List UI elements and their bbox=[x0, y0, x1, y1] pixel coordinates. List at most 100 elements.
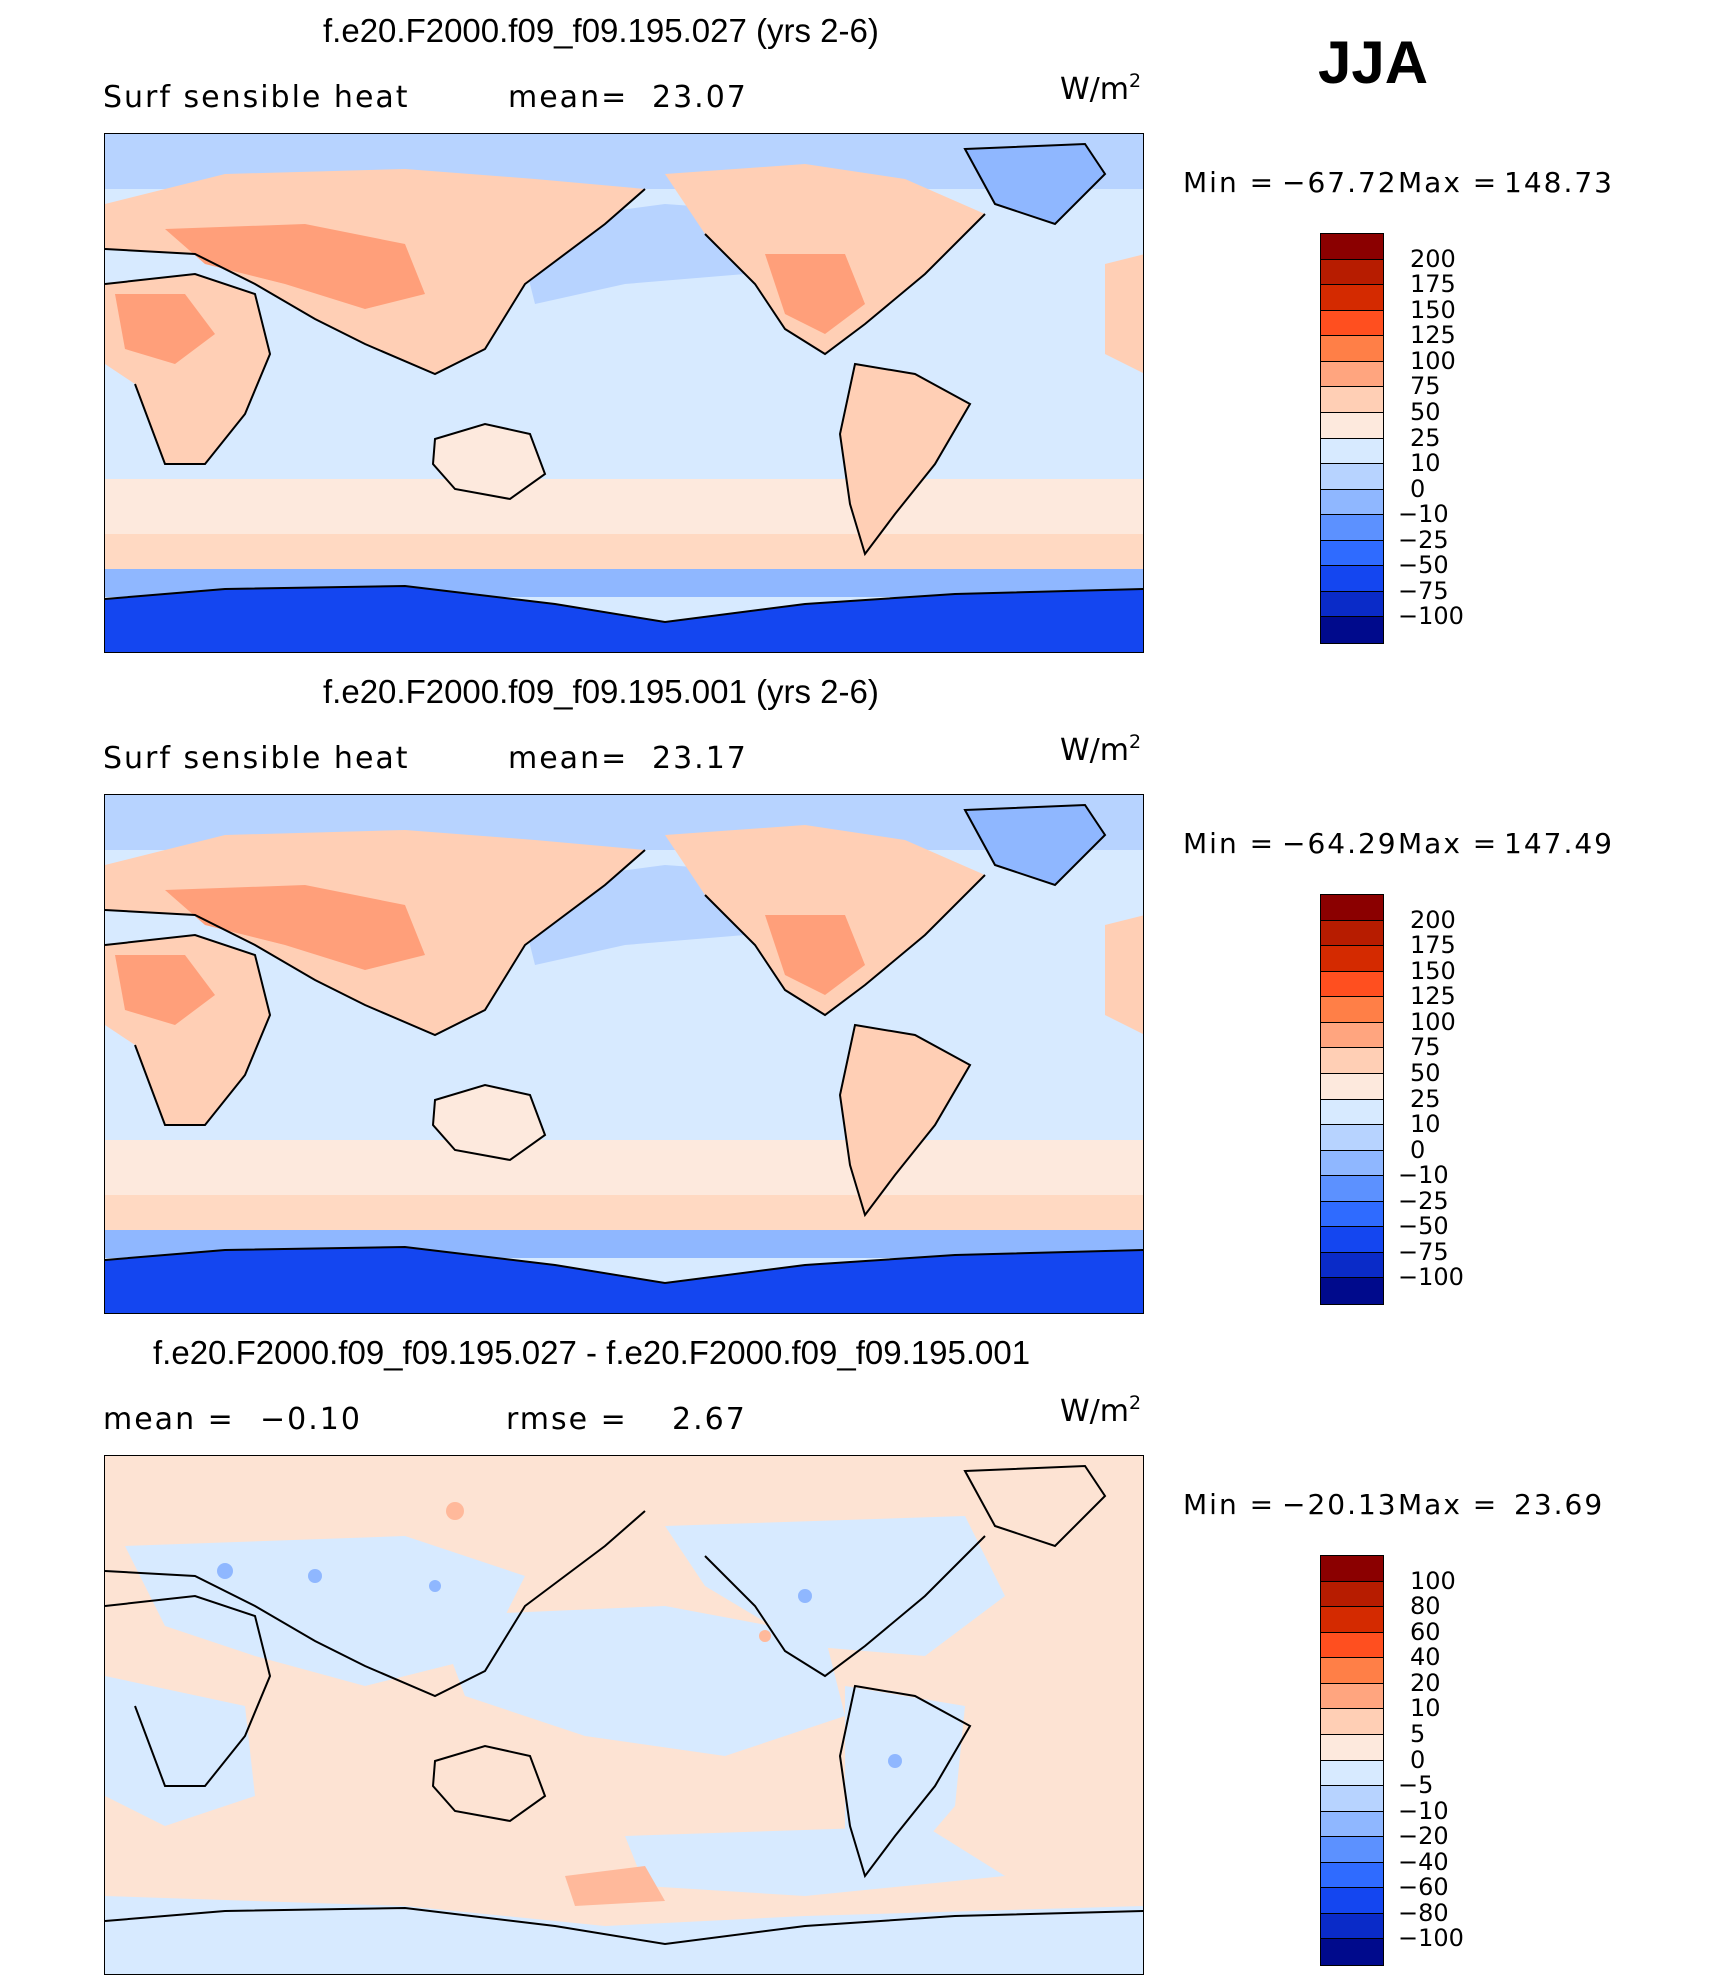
panel-1-colorbar bbox=[1320, 233, 1384, 644]
panel-2-max-value: 147.49 bbox=[1504, 827, 1614, 860]
colorbar-tick-label: 60 bbox=[1410, 1617, 1441, 1646]
panel-1-min-value: −67.72 bbox=[1282, 166, 1398, 199]
colorbar-tick-label: 100 bbox=[1410, 1566, 1456, 1595]
panel-3-min-value: −20.13 bbox=[1282, 1488, 1398, 1521]
colorbar-tick-label: 25 bbox=[1410, 423, 1441, 452]
panel-2-max-label: Max = bbox=[1398, 827, 1499, 860]
colorbar-swatch bbox=[1321, 1252, 1383, 1279]
colorbar-tick-label: 40 bbox=[1410, 1643, 1441, 1672]
panel-3-colorbar bbox=[1320, 1555, 1384, 1966]
colorbar-tick-label: −10 bbox=[1398, 1796, 1449, 1825]
colorbar-tick-label: −100 bbox=[1398, 1924, 1464, 1953]
panel-1-map bbox=[104, 133, 1144, 653]
colorbar-tick-label: −50 bbox=[1398, 1212, 1449, 1241]
colorbar-tick-label: 10 bbox=[1410, 449, 1441, 478]
panel-2-mean-value: 23.17 bbox=[652, 741, 748, 776]
colorbar-tick-label: 150 bbox=[1410, 295, 1456, 324]
panel-3-units: W/m2 bbox=[1060, 1392, 1142, 1429]
panel-1-map-graphic bbox=[105, 134, 1143, 652]
colorbar-tick-label: −10 bbox=[1398, 1161, 1449, 1190]
colorbar-swatch bbox=[1321, 617, 1383, 643]
colorbar-swatch bbox=[1321, 1786, 1383, 1812]
panel-2-min-value: −64.29 bbox=[1282, 827, 1398, 860]
colorbar-tick-label: 20 bbox=[1410, 1668, 1441, 1697]
colorbar-swatch bbox=[1321, 946, 1383, 972]
panel-1-mean-value: 23.07 bbox=[652, 80, 748, 115]
colorbar-tick-label: 80 bbox=[1410, 1592, 1441, 1621]
colorbar-swatch bbox=[1321, 234, 1383, 260]
colorbar-tick-label: 25 bbox=[1410, 1084, 1441, 1113]
colorbar-swatch bbox=[1321, 1048, 1383, 1074]
panel-3-max-label: Max = bbox=[1398, 1488, 1499, 1521]
colorbar-swatch bbox=[1321, 1278, 1383, 1304]
panel-1-title: f.e20.F2000.f09_f09.195.027 (yrs 2-6) bbox=[323, 12, 879, 49]
panel-2-min-label: Min = bbox=[1183, 827, 1276, 860]
panel-2-map-graphic bbox=[105, 795, 1143, 1313]
colorbar-tick-label: 200 bbox=[1410, 905, 1456, 934]
panel-2-units: W/m2 bbox=[1060, 731, 1142, 768]
colorbar-swatch bbox=[1321, 1709, 1383, 1735]
colorbar-tick-label: −100 bbox=[1398, 602, 1464, 631]
panel-1-max-value: 148.73 bbox=[1504, 166, 1614, 199]
colorbar-swatch bbox=[1321, 997, 1383, 1023]
colorbar-swatch bbox=[1321, 1734, 1383, 1761]
colorbar-tick-label: −20 bbox=[1398, 1822, 1449, 1851]
colorbar-tick-label: −40 bbox=[1398, 1847, 1449, 1876]
colorbar-tick-label: −100 bbox=[1398, 1263, 1464, 1292]
colorbar-swatch bbox=[1321, 1632, 1383, 1659]
panel-1-max-label: Max = bbox=[1398, 166, 1499, 199]
colorbar-swatch bbox=[1321, 591, 1383, 618]
colorbar-swatch bbox=[1321, 1556, 1383, 1582]
colorbar-tick-label: 100 bbox=[1410, 346, 1456, 375]
colorbar-tick-label: −5 bbox=[1398, 1771, 1434, 1800]
colorbar-swatch bbox=[1321, 1862, 1383, 1889]
colorbar-tick-label: 0 bbox=[1410, 1135, 1426, 1164]
panel-3-map-graphic bbox=[105, 1456, 1143, 1974]
colorbar-tick-label: −75 bbox=[1398, 1237, 1449, 1266]
colorbar-swatch bbox=[1321, 1683, 1383, 1710]
colorbar-swatch bbox=[1321, 1913, 1383, 1940]
colorbar-tick-label: 150 bbox=[1410, 956, 1456, 985]
colorbar-swatch bbox=[1321, 1658, 1383, 1684]
colorbar-swatch bbox=[1321, 464, 1383, 490]
colorbar-swatch bbox=[1321, 336, 1383, 362]
colorbar-swatch bbox=[1321, 895, 1383, 921]
colorbar-tick-label: 125 bbox=[1410, 982, 1456, 1011]
colorbar-tick-label: 0 bbox=[1410, 1745, 1426, 1774]
colorbar-swatch bbox=[1321, 489, 1383, 516]
colorbar-swatch bbox=[1321, 361, 1383, 388]
colorbar-tick-label: −10 bbox=[1398, 500, 1449, 529]
panel-1-mean-label: mean= bbox=[508, 80, 629, 115]
colorbar-swatch bbox=[1321, 1125, 1383, 1151]
colorbar-swatch bbox=[1321, 1837, 1383, 1863]
colorbar-swatch bbox=[1321, 285, 1383, 311]
panel-3-min-label: Min = bbox=[1183, 1488, 1276, 1521]
colorbar-tick-label: −60 bbox=[1398, 1873, 1449, 1902]
colorbar-swatch bbox=[1321, 515, 1383, 541]
colorbar-tick-label: −50 bbox=[1398, 551, 1449, 580]
colorbar-swatch bbox=[1321, 1760, 1383, 1787]
panel-1-variable: Surf sensible heat bbox=[103, 80, 410, 115]
colorbar-swatch bbox=[1321, 1227, 1383, 1253]
colorbar-tick-label: −25 bbox=[1398, 525, 1449, 554]
colorbar-tick-label: 75 bbox=[1410, 1033, 1441, 1062]
colorbar-tick-label: 100 bbox=[1410, 1007, 1456, 1036]
panel-2-mean-label: mean= bbox=[508, 741, 629, 776]
panel-2-variable: Surf sensible heat bbox=[103, 741, 410, 776]
colorbar-swatch bbox=[1321, 540, 1383, 567]
panel-1-units: W/m2 bbox=[1060, 70, 1142, 107]
panel-2-map bbox=[104, 794, 1144, 1314]
colorbar-swatch bbox=[1321, 387, 1383, 413]
panel-2-title: f.e20.F2000.f09_f09.195.001 (yrs 2-6) bbox=[323, 673, 879, 710]
colorbar-swatch bbox=[1321, 412, 1383, 439]
panel-3-title: f.e20.F2000.f09_f09.195.027 - f.e20.F200… bbox=[153, 1334, 1031, 1371]
colorbar-swatch bbox=[1321, 1607, 1383, 1633]
colorbar-swatch bbox=[1321, 1176, 1383, 1202]
panel-3-map bbox=[104, 1455, 1144, 1975]
colorbar-tick-label: 50 bbox=[1410, 397, 1441, 426]
colorbar-tick-label: 200 bbox=[1410, 244, 1456, 273]
colorbar-swatch bbox=[1321, 1022, 1383, 1049]
colorbar-tick-label: 50 bbox=[1410, 1058, 1441, 1087]
colorbar-swatch bbox=[1321, 259, 1383, 286]
panel-2-colorbar bbox=[1320, 894, 1384, 1305]
